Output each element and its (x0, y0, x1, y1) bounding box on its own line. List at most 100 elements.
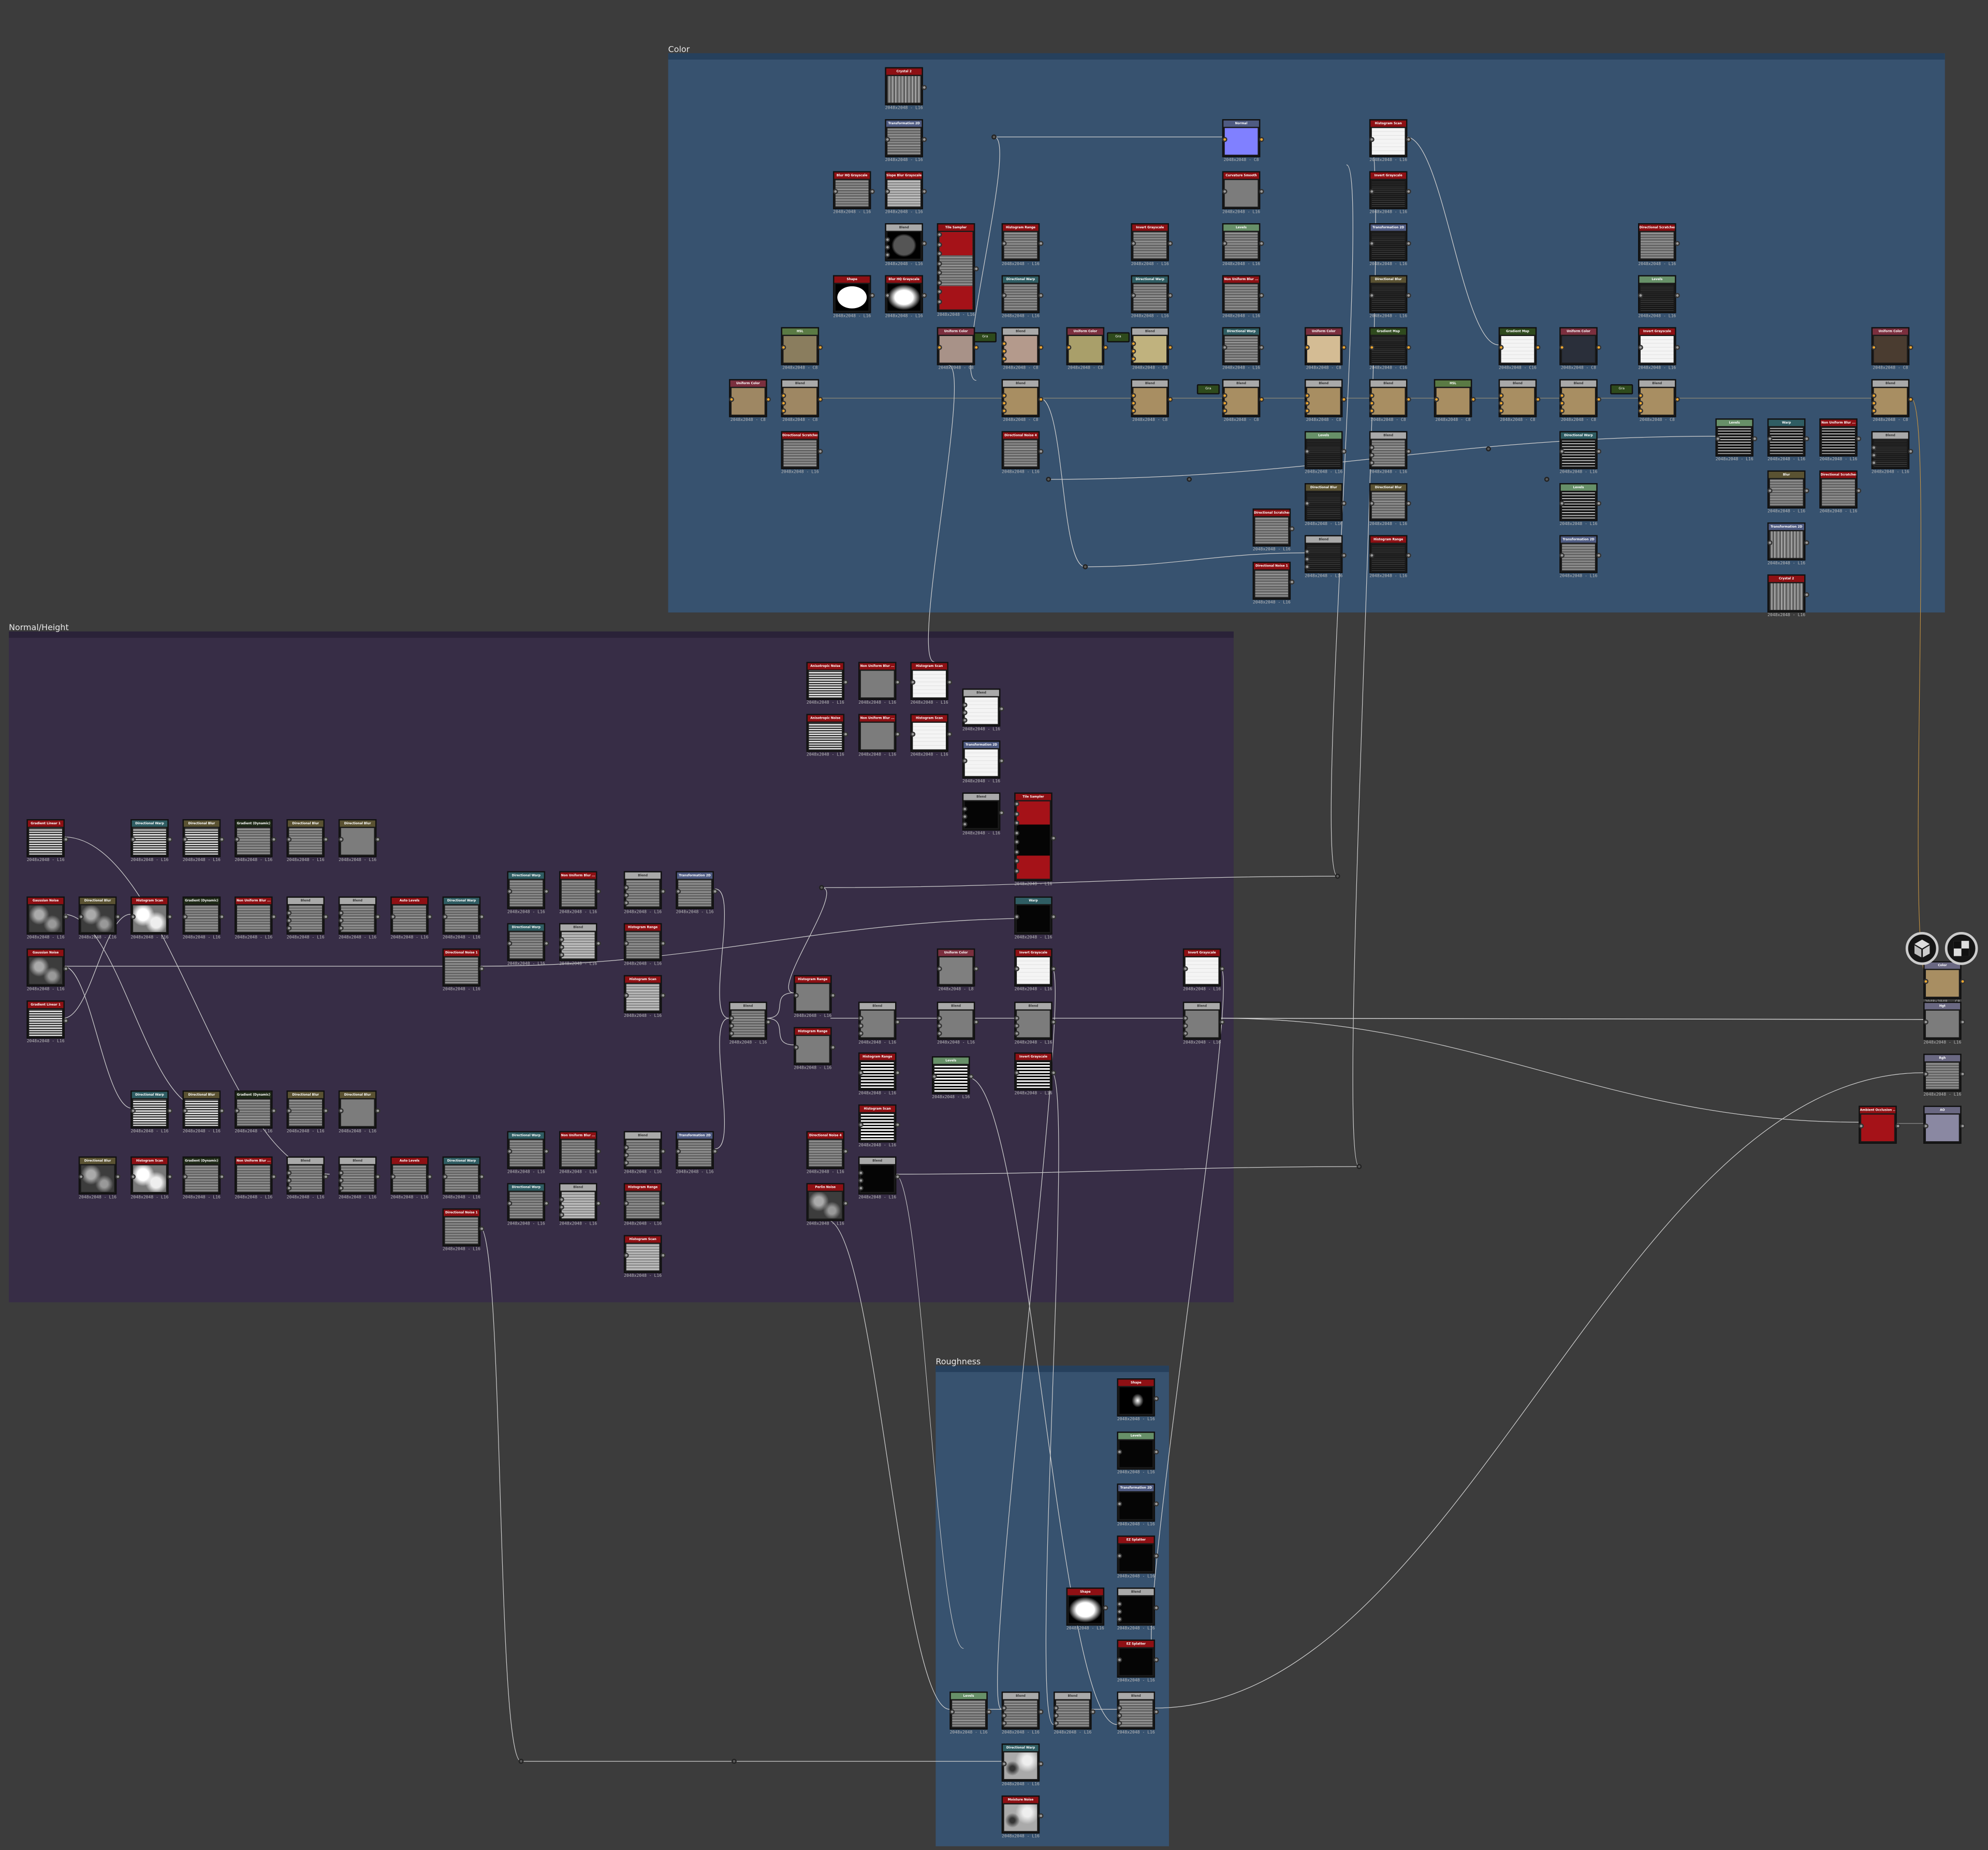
output-port[interactable] (1405, 501, 1411, 506)
output-port[interactable] (270, 1108, 276, 1114)
input-port[interactable] (1001, 400, 1006, 406)
node-histogram-range[interactable]: Histogram Range 2048x2048 - L16 (857, 1052, 900, 1096)
input-port[interactable] (1130, 341, 1136, 346)
input-port[interactable] (884, 252, 889, 258)
node-hgt[interactable]: Hgt 2048x2048 - L16 (1922, 1001, 1965, 1045)
input-port[interactable] (338, 1178, 343, 1183)
input-port[interactable] (1053, 1713, 1058, 1718)
input-port[interactable] (936, 345, 942, 350)
node-levels[interactable]: Levels 2048x2048 - L16 (1116, 1431, 1159, 1475)
input-port[interactable] (1559, 448, 1564, 454)
node-moisture-noise[interactable]: Moisture Noise 2048x2048 - L16 (1001, 1795, 1043, 1839)
node-blend[interactable]: Blend 2048x2048 - L16 (1870, 431, 1913, 474)
output-port[interactable] (817, 397, 823, 402)
input-port[interactable] (286, 910, 291, 916)
node-gradient-map[interactable]: Gradient Map 2048x2048 - C16 (1368, 327, 1411, 370)
output-port[interactable] (1167, 345, 1173, 350)
output-port[interactable] (595, 1201, 601, 1206)
reroute-dot[interactable] (1335, 873, 1340, 879)
node-blend[interactable]: Blend 2048x2048 - C8 (1368, 379, 1411, 423)
input-port[interactable] (1221, 408, 1227, 414)
output-port[interactable] (218, 914, 224, 920)
node-uniform-color[interactable]: Uniform Color 2048x2048 - C8 (1870, 327, 1913, 370)
input-port[interactable] (1870, 400, 1876, 406)
output-port[interactable] (1405, 137, 1411, 142)
output-port[interactable] (1219, 1019, 1224, 1025)
output-port[interactable] (1037, 1813, 1043, 1818)
output-port[interactable] (660, 941, 665, 946)
node-directional-warp[interactable]: Directional Warp 2048x2048 - L16 (1221, 327, 1264, 370)
output-port[interactable] (973, 966, 978, 971)
node-ez-splatter[interactable]: EZ Splatter 2048x2048 - L16 (1116, 1639, 1159, 1683)
output-port[interactable] (427, 914, 432, 920)
input-port[interactable] (1013, 868, 1019, 873)
input-port[interactable] (1013, 1015, 1019, 1021)
node-blur-hq-grayscale[interactable]: Blur HQ Grayscale 2048x2048 - L16 (884, 275, 926, 318)
output-port[interactable] (374, 1108, 380, 1114)
input-port[interactable] (1559, 393, 1564, 398)
input-port[interactable] (857, 1023, 863, 1029)
node-blend[interactable]: Blend 2048x2048 - C8 (1221, 379, 1264, 423)
input-port[interactable] (857, 1178, 863, 1183)
input-port[interactable] (1116, 1721, 1122, 1726)
output-port[interactable] (660, 1201, 665, 1206)
input-port[interactable] (1559, 552, 1564, 558)
input-port[interactable] (1065, 345, 1071, 350)
node-histogram-range[interactable]: Histogram Range 2048x2048 - L16 (793, 975, 835, 1018)
2d-view-icon[interactable] (1945, 932, 1978, 965)
input-port[interactable] (961, 806, 967, 812)
output-port[interactable] (1534, 397, 1540, 402)
input-port[interactable] (936, 1023, 942, 1029)
node-rgh[interactable]: Rgh 2048x2048 - L16 (1922, 1054, 1965, 1097)
output-port[interactable] (829, 993, 835, 998)
output-port[interactable] (543, 1201, 549, 1206)
input-port[interactable] (1182, 1023, 1188, 1029)
output-port[interactable] (1037, 448, 1043, 454)
output-port[interactable] (817, 345, 823, 350)
output-port[interactable] (478, 914, 484, 920)
node-histogram-range[interactable]: Histogram Range 2048x2048 - L16 (1368, 535, 1411, 578)
node-levels[interactable]: Levels 2048x2048 - L16 (1715, 418, 1757, 461)
output-port[interactable] (1803, 540, 1809, 546)
input-port[interactable] (936, 241, 942, 247)
output-port[interactable] (114, 914, 120, 920)
node-transformation-2d[interactable]: Transformation 2D 2048x2048 - L16 (675, 871, 717, 914)
node-directional-warp[interactable]: Directional Warp 2048x2048 - L16 (506, 871, 549, 914)
input-port[interactable] (884, 137, 889, 142)
input-port[interactable] (1130, 356, 1136, 361)
node-directional-warp[interactable]: Directional Warp 2048x2048 - L16 (1001, 275, 1043, 318)
node-gradient-linear-1[interactable]: Gradient Linear 1 2048x2048 - L16 (26, 1000, 68, 1044)
input-port[interactable] (286, 1178, 291, 1183)
input-port[interactable] (130, 837, 135, 842)
input-port[interactable] (78, 914, 83, 920)
output-port[interactable] (1405, 293, 1411, 298)
output-port[interactable] (270, 914, 276, 920)
output-port[interactable] (1153, 1501, 1159, 1507)
output-port[interactable] (973, 266, 978, 272)
node-non-uniform-blur[interactable]: Non Uniform Blur ... 2048x2048 - L16 (1222, 275, 1264, 318)
gradient-pill-node[interactable]: Gra (973, 332, 997, 343)
gradient-pill-node[interactable]: Gra (1196, 384, 1220, 395)
input-port[interactable] (1013, 966, 1019, 971)
output-port[interactable] (1895, 1123, 1900, 1129)
node-levels[interactable]: Levels 2048x2048 - L16 (1304, 431, 1346, 474)
node-histogram-scan[interactable]: Histogram Scan 2048x2048 - L16 (910, 713, 952, 757)
node-uniform-color[interactable]: Uniform Color 2048x2048 - C8 (1065, 327, 1108, 370)
output-port[interactable] (167, 1174, 172, 1179)
output-port[interactable] (167, 1108, 172, 1114)
node-directional-noise-4[interactable]: Directional Noise 4 2048x2048 - L16 (1001, 431, 1043, 474)
node-non-uniform-blur[interactable]: Non Uniform Blur ... 2048x2048 - L16 (559, 1131, 601, 1174)
output-port[interactable] (973, 1019, 978, 1025)
input-port[interactable] (1013, 1070, 1019, 1075)
input-port[interactable] (506, 1201, 512, 1206)
input-port[interactable] (1304, 400, 1309, 406)
output-port[interactable] (1050, 966, 1056, 971)
node-blur-hq-grayscale[interactable]: Blur HQ Grayscale 2048x2048 - L16 (832, 171, 874, 214)
input-port[interactable] (1498, 393, 1503, 398)
node-blend[interactable]: Blend 2048x2048 - L16 (1001, 1691, 1043, 1735)
output-port[interactable] (998, 706, 1004, 711)
input-port[interactable] (832, 188, 838, 194)
input-port[interactable] (1053, 1705, 1058, 1711)
node-directional-blur[interactable]: Directional Blur 2048x2048 - L16 (286, 1090, 328, 1133)
input-port[interactable] (936, 251, 942, 256)
